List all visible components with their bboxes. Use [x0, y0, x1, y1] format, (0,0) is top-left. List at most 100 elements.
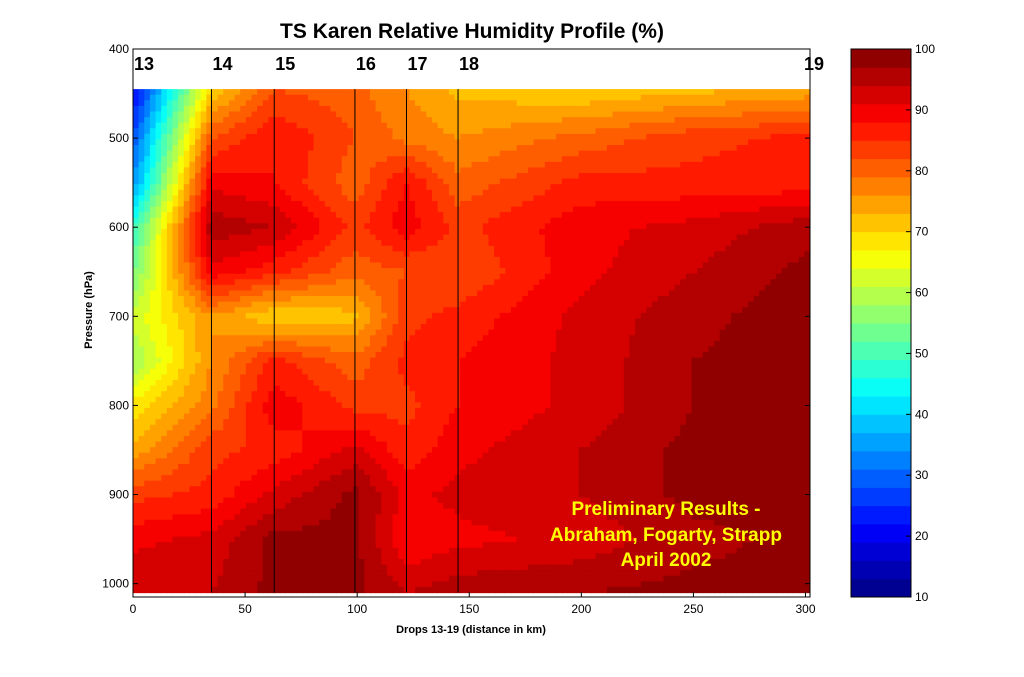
rh-cell: [623, 262, 631, 269]
rh-cell: [640, 251, 647, 258]
rh-cell: [697, 89, 704, 96]
rh-cell: [550, 206, 557, 213]
rh-cell: [426, 217, 433, 224]
rh-cell: [702, 184, 710, 191]
rh-cell: [195, 262, 202, 269]
rh-cell: [714, 279, 721, 286]
rh-cell: [144, 273, 151, 280]
rh-cell: [719, 273, 726, 280]
rh-cell: [460, 150, 467, 157]
rh-cell: [257, 312, 264, 320]
rh-cell: [443, 245, 450, 252]
rh-cell: [578, 178, 585, 185]
rh-cell: [381, 262, 388, 269]
rh-cell: [736, 245, 743, 252]
rh-cell: [584, 145, 591, 152]
rh-cell: [793, 167, 800, 174]
rh-cell: [324, 284, 332, 292]
rh-cell: [234, 161, 241, 169]
rh-cell: [336, 251, 343, 258]
rh-cell: [725, 128, 732, 135]
rh-cell: [296, 94, 303, 101]
rh-cell: [144, 195, 151, 202]
rh-cell: [420, 279, 427, 286]
rh-cell: [544, 251, 552, 258]
rh-cell: [804, 262, 810, 269]
rh-cell: [657, 223, 664, 230]
rh-cell: [443, 228, 450, 236]
rh-cell: [251, 184, 258, 191]
rh-cell: [623, 256, 631, 264]
rh-cell: [195, 290, 202, 297]
rh-cell: [432, 178, 439, 185]
rh-cell: [465, 240, 473, 247]
rh-cell: [358, 184, 365, 191]
rh-cell: [251, 173, 258, 180]
rh-cell: [787, 212, 794, 219]
rh-cell: [307, 268, 315, 275]
rh-cell: [527, 234, 535, 241]
rh-cell: [781, 312, 789, 320]
rh-cell: [612, 111, 619, 118]
rh-cell: [307, 240, 315, 247]
rh-cell: [200, 89, 207, 96]
rh-cell: [155, 206, 162, 213]
rh-cell: [324, 228, 332, 236]
rh-cell: [448, 223, 456, 230]
rh-cell: [307, 262, 315, 269]
rh-cell: [290, 139, 298, 146]
rh-cell: [804, 189, 810, 196]
rh-cell: [257, 189, 264, 196]
rh-cell: [618, 268, 625, 275]
rh-cell: [161, 223, 168, 230]
rh-cell: [375, 256, 382, 264]
rh-cell: [307, 200, 315, 208]
rh-cell: [415, 156, 422, 163]
rh-cell: [353, 184, 360, 191]
rh-cell: [161, 173, 168, 180]
rh-cell: [460, 178, 467, 185]
rh-cell: [488, 273, 495, 280]
rh-cell: [161, 312, 168, 320]
rh-cell: [494, 262, 501, 269]
rh-cell: [488, 133, 495, 141]
rh-cell: [759, 150, 766, 157]
rh-cell: [381, 122, 388, 129]
rh-cell: [296, 145, 303, 152]
rh-cell: [527, 262, 535, 269]
rh-cell: [415, 290, 422, 297]
rh-cell: [448, 167, 456, 174]
rh-cell: [719, 89, 726, 96]
rh-cell: [234, 318, 241, 325]
rh-cell: [257, 94, 264, 101]
rh-cell: [443, 268, 450, 275]
rh-cell: [240, 279, 247, 286]
rh-cell: [725, 161, 732, 169]
rh-cell: [804, 245, 810, 252]
rh-cell: [392, 296, 399, 303]
rh-cell: [764, 245, 772, 252]
rh-cell: [595, 290, 602, 297]
rh-cell: [381, 307, 388, 314]
rh-cell: [516, 184, 523, 191]
rh-cell: [652, 139, 659, 146]
rh-cell: [155, 234, 162, 241]
rh-cell: [747, 200, 755, 208]
rh-cell: [680, 150, 687, 157]
rh-cell: [482, 228, 490, 236]
rh-cell: [409, 128, 416, 135]
rh-cell: [133, 145, 140, 152]
rh-cell: [415, 189, 422, 196]
rh-cell: [550, 301, 557, 308]
rh-cell: [465, 301, 473, 308]
rh-cell: [161, 245, 168, 252]
rh-cell: [753, 145, 760, 152]
rh-cell: [494, 200, 501, 208]
rh-cell: [375, 240, 382, 247]
rh-cell: [781, 189, 789, 196]
rh-cell: [527, 94, 535, 101]
rh-cell: [640, 217, 647, 224]
rh-cell: [437, 268, 444, 275]
rh-cell: [494, 156, 501, 163]
